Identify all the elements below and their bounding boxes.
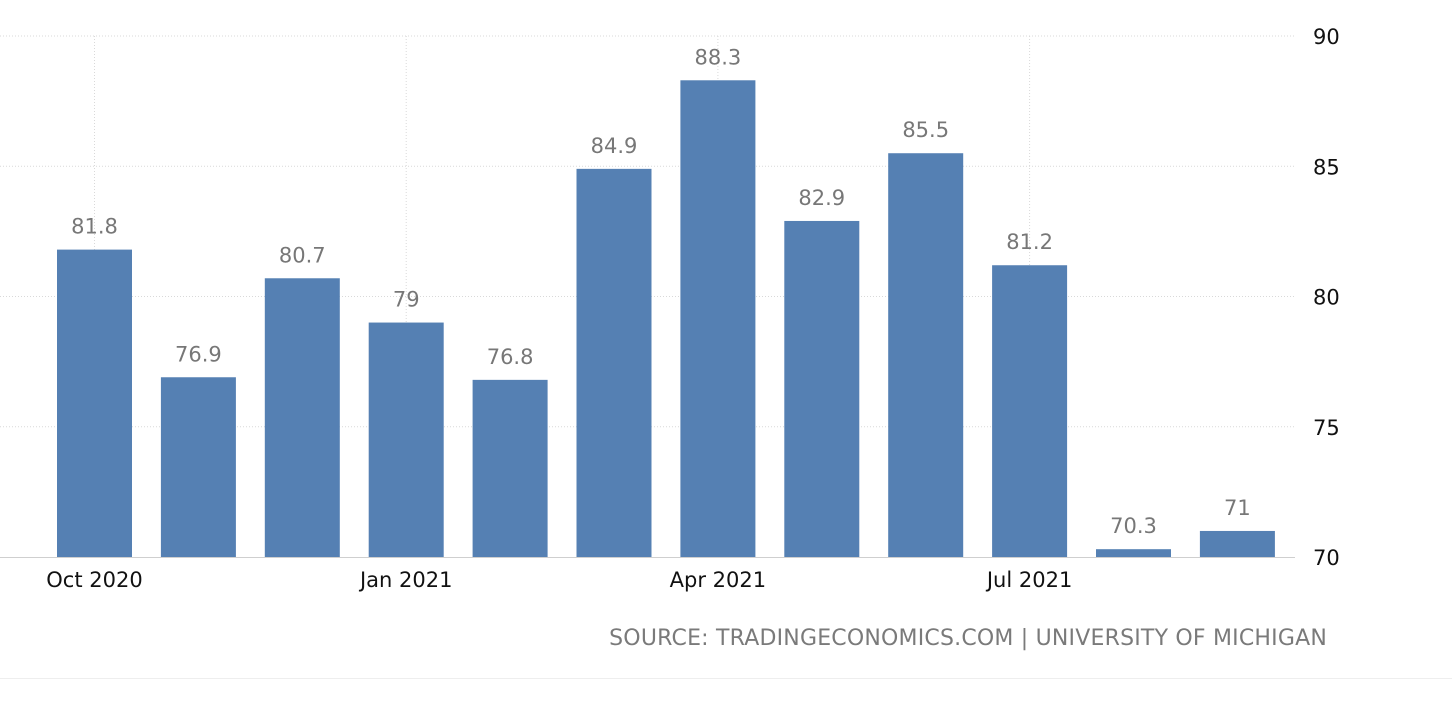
bar xyxy=(680,80,756,557)
x-tick-label: Oct 2020 xyxy=(46,568,142,592)
data-label: 88.3 xyxy=(695,45,742,69)
bar xyxy=(784,220,860,557)
x-tick-label: Apr 2021 xyxy=(670,568,766,592)
bar xyxy=(1096,549,1171,557)
bar xyxy=(160,377,236,557)
bar xyxy=(1199,530,1275,557)
x-tick-label: Jul 2021 xyxy=(985,568,1072,592)
bar xyxy=(57,249,132,558)
data-label: 82.9 xyxy=(798,186,845,210)
y-tick-label: 80 xyxy=(1313,286,1340,310)
bar xyxy=(888,153,964,557)
y-tick-label: 90 xyxy=(1313,25,1340,49)
data-label: 80.7 xyxy=(279,243,326,267)
y-tick-label: 75 xyxy=(1313,416,1340,440)
data-label: 76.8 xyxy=(487,345,534,369)
bar xyxy=(368,322,444,557)
data-label: 76.9 xyxy=(175,342,222,366)
bar-chart: 70 75 80 85 90 81.8 76.9 80.7 79 76.8 84.9 88.3 82.9… xyxy=(0,25,1340,592)
bar xyxy=(992,265,1068,557)
data-label: 81.8 xyxy=(71,215,118,239)
data-label: 81.2 xyxy=(1006,230,1053,254)
bar xyxy=(472,379,548,557)
y-tick-label: 70 xyxy=(1313,546,1340,570)
data-label: 70.3 xyxy=(1110,514,1157,538)
x-tick-label: Jan 2021 xyxy=(358,568,453,592)
bottom-divider xyxy=(0,678,1452,679)
data-label: 84.9 xyxy=(591,134,638,158)
source-caption: SOURCE: TRADINGECONOMICS.COM | UNIVERSIT… xyxy=(609,626,1327,651)
data-label: 85.5 xyxy=(902,118,949,142)
y-tick-label: 85 xyxy=(1313,155,1340,179)
bar xyxy=(264,278,340,557)
data-label: 71 xyxy=(1224,496,1251,520)
data-label: 79 xyxy=(393,288,420,312)
bar xyxy=(576,168,652,558)
